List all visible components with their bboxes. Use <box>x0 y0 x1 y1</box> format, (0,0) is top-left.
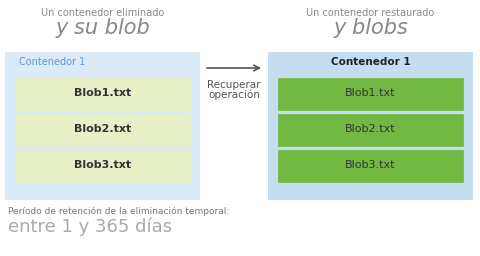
Bar <box>15 150 190 182</box>
Text: Blob2.txt: Blob2.txt <box>74 124 131 134</box>
Text: Contenedor 1: Contenedor 1 <box>19 57 85 67</box>
Bar <box>268 52 473 200</box>
Bar <box>278 114 463 146</box>
Text: Recuperar: Recuperar <box>207 80 261 90</box>
Text: Período de retención de la eliminación temporal:: Período de retención de la eliminación t… <box>8 207 229 217</box>
Bar <box>278 78 463 110</box>
Bar <box>15 78 190 110</box>
Text: Blob2.txt: Blob2.txt <box>345 124 396 134</box>
Bar <box>5 52 200 200</box>
Text: y blobs: y blobs <box>333 18 408 38</box>
Text: Blob3.txt: Blob3.txt <box>345 160 396 170</box>
Text: Un contenedor restaurado: Un contenedor restaurado <box>306 8 434 18</box>
Text: y su blob: y su blob <box>55 18 150 38</box>
Bar <box>15 114 190 146</box>
Text: Blob3.txt: Blob3.txt <box>74 160 131 170</box>
Text: operación: operación <box>208 90 260 101</box>
Text: Blob1.txt: Blob1.txt <box>74 88 131 98</box>
Bar <box>278 150 463 182</box>
Text: Blob1.txt: Blob1.txt <box>345 88 396 98</box>
FancyArrowPatch shape <box>207 65 259 71</box>
Text: Un contenedor eliminado: Un contenedor eliminado <box>41 8 164 18</box>
Text: entre 1 y 365 días: entre 1 y 365 días <box>8 217 172 236</box>
Text: Contenedor 1: Contenedor 1 <box>331 57 410 67</box>
